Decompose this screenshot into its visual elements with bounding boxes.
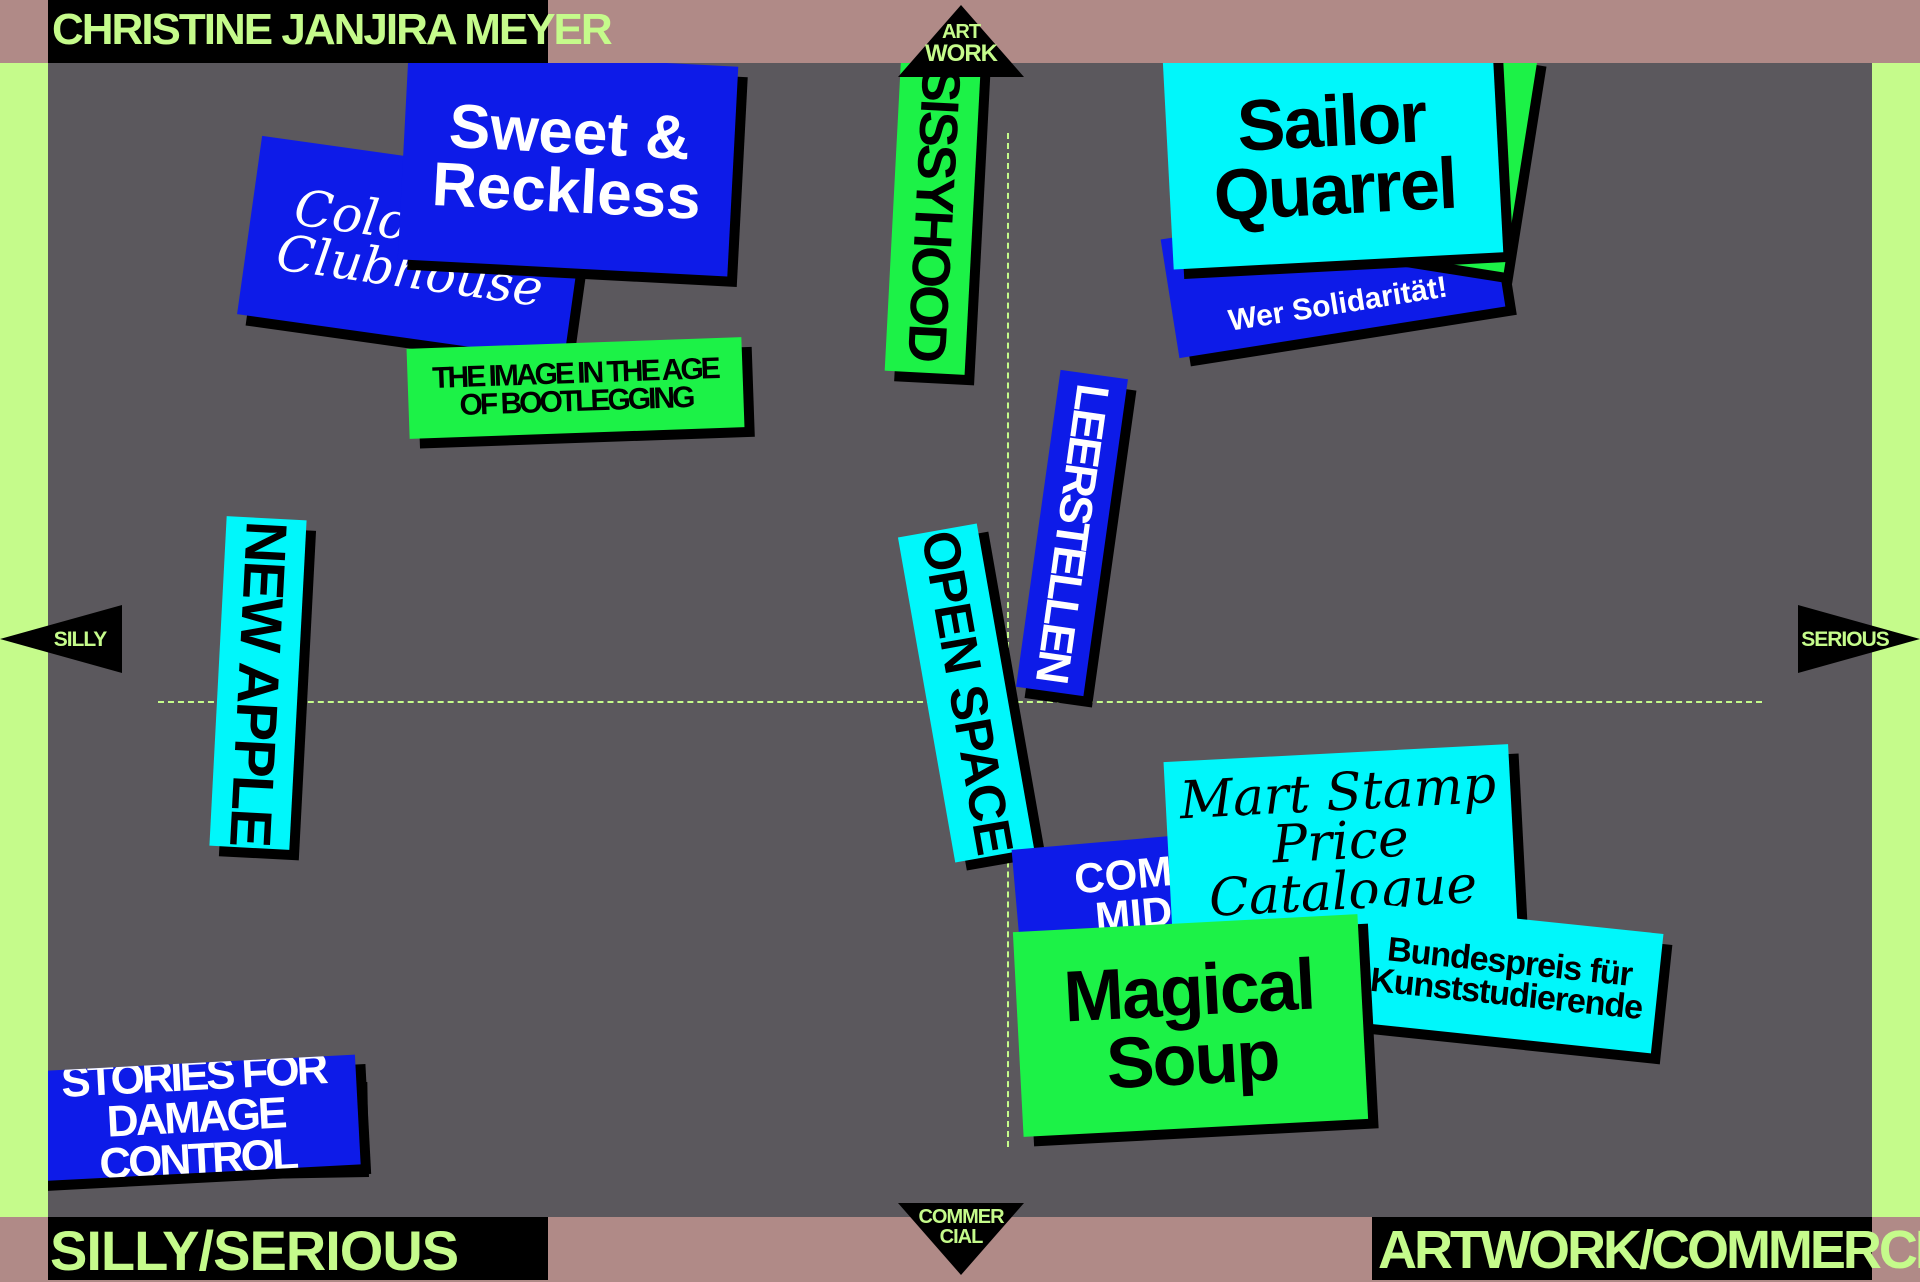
- project-sweet-reckless[interactable]: Sweet & Reckless: [397, 63, 739, 277]
- project-sissyhood-title: SISSYHOOD: [895, 64, 972, 362]
- sort-silly-serious[interactable]: SILLY/SERIOUS: [48, 1217, 548, 1280]
- axis-top-line2: WORK: [925, 40, 998, 67]
- project-new-apple[interactable]: NEW APPLE: [209, 516, 307, 850]
- project-bundespreis[interactable]: Bundespreis für Kunststudierende: [1352, 902, 1664, 1054]
- project-stories[interactable]: STORIES FOR DAMAGE CONTROL: [48, 1054, 361, 1182]
- project-magical-soup-title: Magical Soup: [1061, 944, 1316, 1104]
- project-sweet-reckless-title: Sweet & Reckless: [430, 91, 703, 233]
- axis-vertical: [1007, 133, 1009, 1147]
- axis-right-label: SERIOUS: [1801, 628, 1890, 651]
- axis-top-label: ART WORK: [898, 22, 1024, 66]
- project-bundespreis-title: Bundespreis für Kunststudierende: [1368, 930, 1645, 1028]
- project-sailor-quarrel[interactable]: Sailor Quarrel: [1162, 63, 1504, 270]
- project-leerstellen[interactable]: LEERSTELLEN: [1016, 369, 1128, 697]
- project-solidaritat-title: Wer Solidarität!: [1226, 270, 1450, 338]
- project-new-apple-title: NEW APPLE: [217, 519, 299, 847]
- axis-top-line1: ART: [941, 21, 981, 43]
- arrow-left-icon: [0, 605, 122, 673]
- axis-bottom-line1: COMMER: [918, 1206, 1004, 1228]
- project-bootlegging[interactable]: THE IMAGE IN THE AGE OF BOOTLEGGING: [406, 337, 745, 439]
- project-open-space[interactable]: OPEN SPACE: [897, 523, 1035, 863]
- arrow-right-icon: [1798, 605, 1920, 673]
- axis-bottom-label: COMMER CIAL: [898, 1207, 1024, 1247]
- project-sissyhood[interactable]: SISSYHOOD: [884, 63, 982, 375]
- project-sailor-quarrel-title: Sailor Quarrel: [1211, 76, 1458, 237]
- arrow-up-icon: [898, 5, 1024, 77]
- axis-bottom-line2: CIAL: [939, 1226, 984, 1248]
- artist-name[interactable]: CHRISTINE JANJIRA MEYER: [48, 0, 613, 63]
- project-bootlegging-title: THE IMAGE IN THE AGE OF BOOTLEGGING: [431, 351, 719, 423]
- project-open-space-title: OPEN SPACE: [909, 526, 1024, 859]
- project-stories-title: STORIES FOR DAMAGE CONTROL: [59, 1054, 327, 1182]
- project-mart-stamp-title: Mart Stamp Price Catalogue: [1178, 754, 1498, 929]
- project-leerstellen-title: LEERSTELLEN: [1026, 381, 1120, 685]
- project-magical-soup[interactable]: Magical Soup: [1012, 914, 1369, 1137]
- board: Colorama Clubhouse Sweet & Reckless THE …: [48, 63, 1872, 1217]
- axis-left-label: SILLY: [53, 628, 108, 651]
- arrow-down-icon: [898, 1203, 1024, 1275]
